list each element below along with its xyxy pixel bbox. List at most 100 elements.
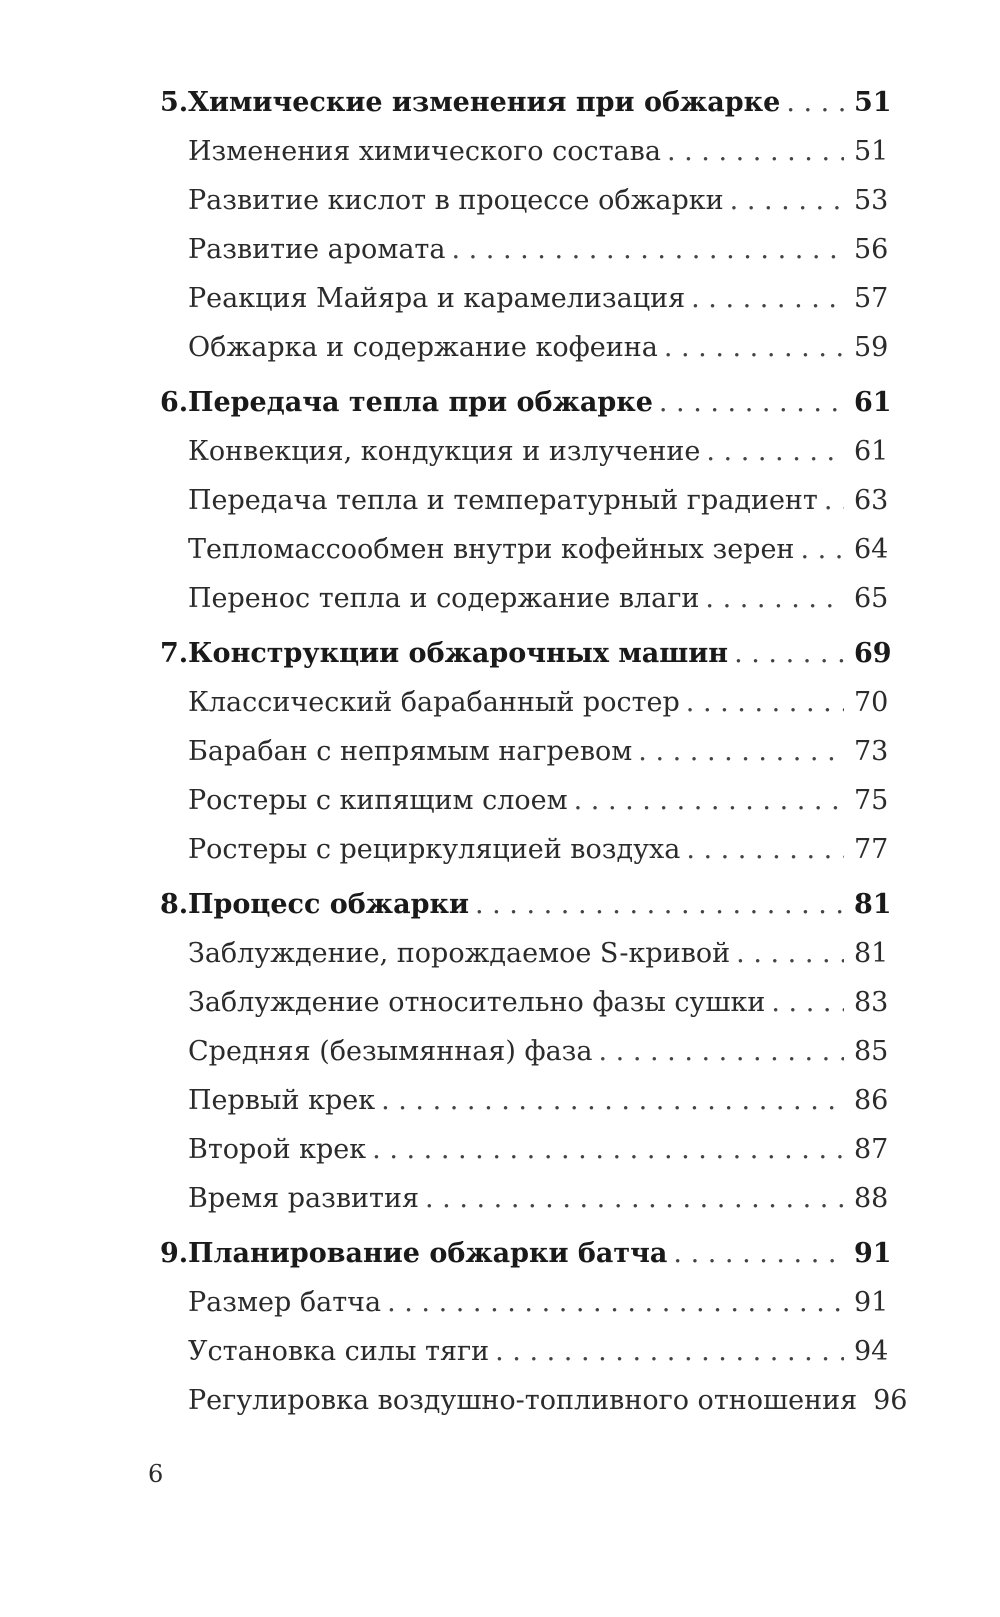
section-title: Первый крек <box>188 1085 376 1116</box>
chapter-heading: 5. Химические изменения при обжарке 51 <box>160 78 892 127</box>
toc-section: Второй крек 87 <box>160 1125 888 1174</box>
toc-section: Конвекция, кондукция и излучение 61 <box>160 427 888 476</box>
section-page: 75 <box>854 785 889 816</box>
toc-section: Развитие кислот в процессе обжарки 53 <box>160 176 888 225</box>
toc-section: Развитие аромата 56 <box>160 225 888 274</box>
section-title: Передача тепла и температурный градиент <box>188 485 818 516</box>
chapter-title: Процесс обжарки <box>188 889 469 920</box>
toc-section: Изменения химического состава 51 <box>160 127 888 176</box>
section-page: 73 <box>854 736 889 767</box>
toc-section: Регулировка воздушно-топливного отношени… <box>160 1376 907 1425</box>
dot-leader <box>475 880 844 929</box>
section-page: 59 <box>854 332 889 363</box>
toc-section: Передача тепла и температурный градиент … <box>160 476 888 525</box>
section-page: 96 <box>873 1385 908 1416</box>
dot-leader <box>691 274 844 323</box>
dot-leader <box>771 978 844 1027</box>
chapter-number: 9. <box>160 1238 189 1269</box>
dot-leader <box>381 1076 844 1125</box>
dot-leader <box>706 427 844 476</box>
dot-leader <box>734 629 844 678</box>
section-title: Второй крек <box>188 1134 367 1165</box>
toc-section: Заблуждение, порождаемое S-кривой 81 <box>160 929 888 978</box>
toc-section: Ростеры с кипящим слоем 75 <box>160 776 888 825</box>
chapter-title: Передача тепла при обжарке <box>188 387 653 418</box>
toc-section: Барабан с непрямым нагревом 73 <box>160 727 888 776</box>
section-title: Классический барабанный ростер <box>188 687 680 718</box>
section-page: 94 <box>854 1336 889 1367</box>
section-page: 63 <box>854 485 889 516</box>
section-page: 83 <box>854 987 889 1018</box>
chapter-page: 51 <box>854 87 892 118</box>
section-title: Развитие кислот в процессе обжарки <box>188 185 724 216</box>
section-title: Регулировка воздушно-топливного отношени… <box>188 1385 858 1416</box>
chapter-page: 81 <box>854 889 892 920</box>
section-title: Реакция Майяра и карамелизация <box>188 283 686 314</box>
section-title: Ростеры с кипящим слоем <box>188 785 568 816</box>
dot-leader <box>686 678 844 727</box>
chapter-number: 5. <box>160 87 189 118</box>
dot-leader <box>686 825 844 874</box>
section-title: Средняя (безымянная) фаза <box>188 1036 593 1067</box>
section-page: 61 <box>854 436 889 467</box>
toc-section: Первый крек 86 <box>160 1076 888 1125</box>
toc-chapter: 6. Передача тепла при обжарке 61 Конвекц… <box>160 378 892 623</box>
chapter-page: 61 <box>854 387 892 418</box>
dot-leader <box>574 776 844 825</box>
toc-chapter: 9. Планирование обжарки батча 91 Размер … <box>160 1229 907 1425</box>
section-page: 64 <box>854 534 889 565</box>
toc-section: Заблуждение относительно фазы сушки 83 <box>160 978 888 1027</box>
dot-leader <box>730 176 844 225</box>
section-title: Изменения химического состава <box>188 136 661 167</box>
dot-leader <box>599 1027 845 1076</box>
section-title: Развитие аромата <box>188 234 446 265</box>
chapter-number: 8. <box>160 889 189 920</box>
chapter-page: 69 <box>854 638 892 669</box>
section-page: 88 <box>854 1183 889 1214</box>
section-title: Заблуждение относительно фазы сушки <box>188 987 766 1018</box>
dot-leader <box>495 1327 844 1376</box>
chapter-heading: 9. Планирование обжарки батча 91 <box>160 1229 892 1278</box>
dot-leader <box>425 1174 844 1223</box>
section-page: 91 <box>854 1287 889 1318</box>
chapter-title: Конструкции обжарочных машин <box>188 638 729 669</box>
dot-leader <box>705 574 844 623</box>
toc-section: Классический барабанный ростер 70 <box>160 678 888 727</box>
toc-section: Средняя (безымянная) фаза 85 <box>160 1027 888 1076</box>
toc-chapter: 8. Процесс обжарки 81 Заблуждение, порож… <box>160 880 892 1223</box>
dot-leader <box>800 525 844 574</box>
section-title: Барабан с непрямым нагревом <box>188 736 633 767</box>
section-page: 87 <box>854 1134 889 1165</box>
section-page: 86 <box>854 1085 889 1116</box>
dot-leader <box>372 1125 844 1174</box>
chapter-page: 91 <box>854 1238 892 1269</box>
dot-leader <box>451 225 844 274</box>
toc-section: Реакция Майяра и карамелизация 57 <box>160 274 888 323</box>
dot-leader <box>736 929 844 978</box>
toc-section: Размер батча 91 <box>160 1278 888 1327</box>
section-page: 65 <box>854 583 889 614</box>
dot-leader <box>786 78 844 127</box>
chapter-heading: 8. Процесс обжарки 81 <box>160 880 892 929</box>
section-page: 77 <box>854 834 889 865</box>
section-page: 53 <box>854 185 889 216</box>
section-page: 70 <box>854 687 889 718</box>
toc-section: Установка силы тяги 94 <box>160 1327 888 1376</box>
dot-leader <box>664 323 844 372</box>
section-title: Ростеры с рециркуляцией воздуха <box>188 834 681 865</box>
toc-section: Время развития 88 <box>160 1174 888 1223</box>
page-number: 6 <box>148 1460 164 1488</box>
section-page: 56 <box>854 234 889 265</box>
section-page: 85 <box>854 1036 889 1067</box>
section-page: 81 <box>854 938 889 969</box>
dot-leader <box>824 476 844 525</box>
dot-leader <box>673 1229 844 1278</box>
section-title: Перенос тепла и содержание влаги <box>188 583 700 614</box>
chapter-heading: 6. Передача тепла при обжарке 61 <box>160 378 892 427</box>
dot-leader <box>638 727 844 776</box>
chapter-title: Химические изменения при обжарке <box>188 87 781 118</box>
toc-section: Ростеры с рециркуляцией воздуха 77 <box>160 825 888 874</box>
section-page: 51 <box>854 136 889 167</box>
section-title: Установка силы тяги <box>188 1336 490 1367</box>
section-title: Время развития <box>188 1183 419 1214</box>
